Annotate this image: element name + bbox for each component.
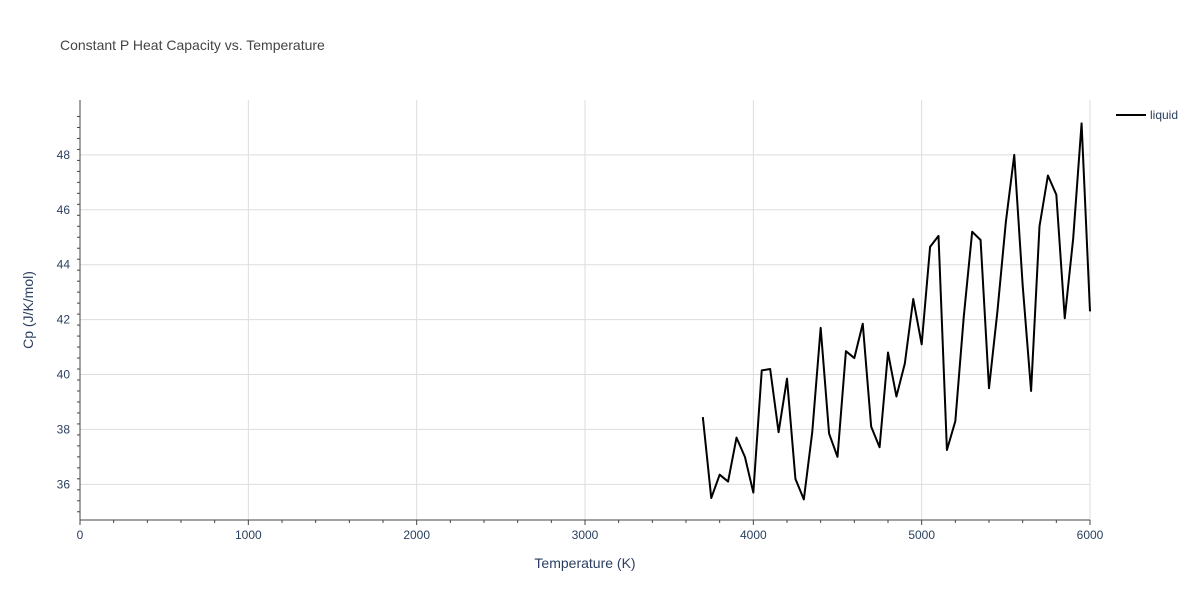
y-tick-label: 36 <box>57 477 71 491</box>
legend[interactable]: liquid <box>1116 108 1178 122</box>
x-tick-label: 5000 <box>908 528 935 542</box>
legend-label[interactable]: liquid <box>1150 108 1178 122</box>
x-tick-label: 3000 <box>572 528 599 542</box>
x-tick-label: 4000 <box>740 528 767 542</box>
y-axis-title: Cp (J/K/mol) <box>20 271 36 349</box>
x-tick-label: 2000 <box>403 528 430 542</box>
x-tick-label: 0 <box>77 528 84 542</box>
y-tick-label: 38 <box>57 422 71 436</box>
series-line-liquid <box>701 122 1091 501</box>
y-tick-label: 42 <box>57 313 71 327</box>
y-tick-label: 48 <box>57 148 71 162</box>
x-axis-title: Temperature (K) <box>534 555 635 571</box>
grid <box>80 100 1091 520</box>
y-tick-label: 44 <box>57 258 71 272</box>
y-tick-label: 46 <box>57 203 71 217</box>
x-tick-label: 6000 <box>1077 528 1104 542</box>
series-layer <box>701 122 1091 501</box>
y-tick-label: 40 <box>57 368 71 382</box>
axes: 0 1000 2000 3000 4000 5000 6000 36 38 40 42 44 46 48 <box>57 100 1104 542</box>
chart-title: Constant P Heat Capacity vs. Temperature <box>60 37 325 53</box>
x-tick-label: 1000 <box>235 528 262 542</box>
